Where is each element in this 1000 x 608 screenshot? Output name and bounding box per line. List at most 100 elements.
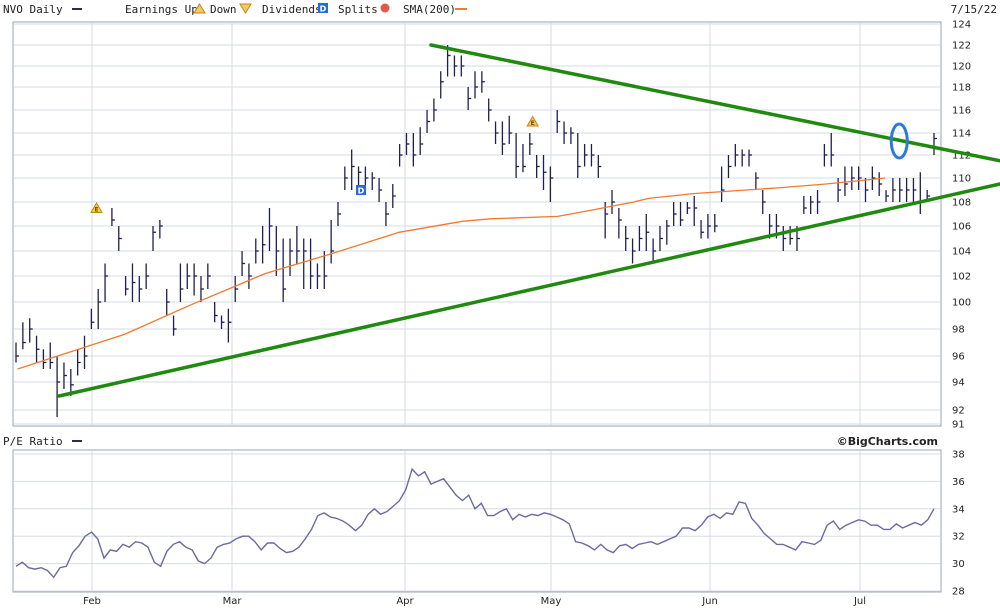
- earnings-icon: [526, 115, 540, 127]
- price-bar: [755, 172, 759, 190]
- price-bar: [515, 133, 520, 178]
- price-y-tick-116: 116: [952, 106, 971, 117]
- price-bar: [159, 220, 163, 239]
- x-tick-jun: Jun: [701, 596, 718, 607]
- price-bar: [693, 196, 698, 226]
- bigcharts-watermark: ©BigCharts.com: [837, 435, 938, 448]
- x-tick-jul: Jul: [853, 596, 866, 607]
- earnings-icon-letter: E: [94, 207, 98, 214]
- price-bar: [42, 349, 47, 369]
- price-bar: [419, 127, 424, 155]
- price-bar: [29, 318, 33, 343]
- price-bar: [563, 121, 568, 144]
- price-y-tick-114: 114: [952, 129, 971, 140]
- sma-200-line: [17, 177, 886, 370]
- price-bar: [467, 87, 472, 110]
- price-bar: [707, 214, 711, 239]
- price-bar: [508, 115, 513, 144]
- price-y-tick-94: 94: [952, 378, 965, 389]
- price-bar: [309, 238, 314, 289]
- price-bar: [248, 263, 252, 289]
- price-bar: [748, 149, 753, 167]
- price-bar: [556, 110, 561, 133]
- price-bar: [275, 226, 280, 276]
- earnings-icon: [90, 202, 103, 213]
- price-bar: [577, 133, 581, 178]
- price-bar: [351, 149, 355, 190]
- price-bar: [63, 362, 67, 389]
- price-bar: [111, 208, 115, 226]
- earnings-down-label: Down: [210, 3, 237, 16]
- pe-y-tick-32: 32: [952, 532, 965, 543]
- price-bar: [823, 144, 828, 167]
- price-y-tick-124: 124: [952, 20, 971, 31]
- price-bar: [837, 178, 842, 202]
- price-bar: [857, 166, 862, 190]
- price-bar: [673, 202, 677, 226]
- price-bar: [618, 208, 622, 239]
- dividends-label: Dividends: [262, 3, 322, 16]
- pe-y-axis: 28 30 32 34 36 38: [952, 450, 965, 598]
- price-bar: [878, 172, 883, 196]
- price-bar: [734, 144, 739, 167]
- price-bar: [762, 190, 766, 214]
- price-y-tick-104: 104: [952, 247, 971, 258]
- price-y-tick-102: 102: [952, 272, 971, 283]
- price-bar: [536, 155, 540, 178]
- price-bar: [398, 144, 403, 167]
- price-bar: [70, 369, 74, 396]
- sma-label: SMA(200): [403, 3, 456, 16]
- price-bar: [330, 220, 335, 264]
- price-bar: [268, 208, 273, 251]
- price-bar: [255, 238, 259, 264]
- price-bar: [323, 251, 328, 289]
- price-bar: [816, 190, 821, 214]
- sma-layer: [17, 177, 886, 370]
- x-tick-feb: Feb: [83, 596, 101, 607]
- price-bar: [392, 184, 396, 208]
- price-bars: [15, 45, 937, 417]
- price-bar: [220, 315, 225, 329]
- price-bar: [899, 178, 903, 202]
- price-bar: [686, 202, 691, 214]
- price-bar: [933, 133, 937, 155]
- split-legend-icon: [380, 3, 390, 13]
- price-bar: [371, 172, 376, 190]
- price-bar: [83, 335, 88, 369]
- price-bar: [741, 149, 746, 167]
- dividend-icon-letter: D: [358, 187, 365, 196]
- splits-label: Splits: [338, 3, 378, 16]
- price-bar: [583, 144, 588, 167]
- price-bar: [727, 155, 732, 178]
- price-bar: [720, 166, 725, 202]
- price-bar: [905, 178, 910, 202]
- price-bar: [446, 45, 451, 77]
- price-y-tick-98: 98: [952, 325, 965, 336]
- price-bar: [49, 342, 54, 369]
- support-trendline: [57, 182, 1000, 398]
- price-panel: 91 92 94 96 98 100 102 104 106 108 110 112 114 116 118…: [12, 20, 1000, 431]
- chart-date: 7/15/22: [951, 3, 997, 16]
- earnings-icon-letter: E: [531, 120, 535, 127]
- pe-panel-frame: [12, 449, 942, 593]
- price-y-tick-110: 110: [952, 174, 971, 185]
- x-tick-may: May: [541, 596, 562, 607]
- price-bar: [344, 166, 348, 190]
- price-bar: [700, 220, 705, 239]
- price-bar: [638, 226, 643, 251]
- price-bar: [625, 226, 629, 251]
- price-bar: [631, 238, 636, 264]
- price-y-tick-122: 122: [952, 41, 971, 52]
- pe-y-tick-34: 34: [952, 504, 965, 515]
- price-bar: [666, 220, 670, 245]
- pe-panel-title: P/E Ratio: [3, 435, 63, 448]
- price-y-tick-100: 100: [952, 298, 971, 309]
- earnings-down-icon: [239, 3, 252, 14]
- price-bar: [200, 276, 204, 302]
- price-bar: [782, 226, 787, 251]
- price-y-axis: 91 92 94 96 98 100 102 104 106 108 110 112 114 116 118…: [952, 20, 971, 431]
- price-bar: [138, 276, 143, 302]
- chart-header: NVO Daily Earnings Up Down Dividends D S…: [3, 3, 997, 16]
- pe-y-tick-28: 28: [952, 587, 965, 598]
- price-bar: [385, 202, 389, 226]
